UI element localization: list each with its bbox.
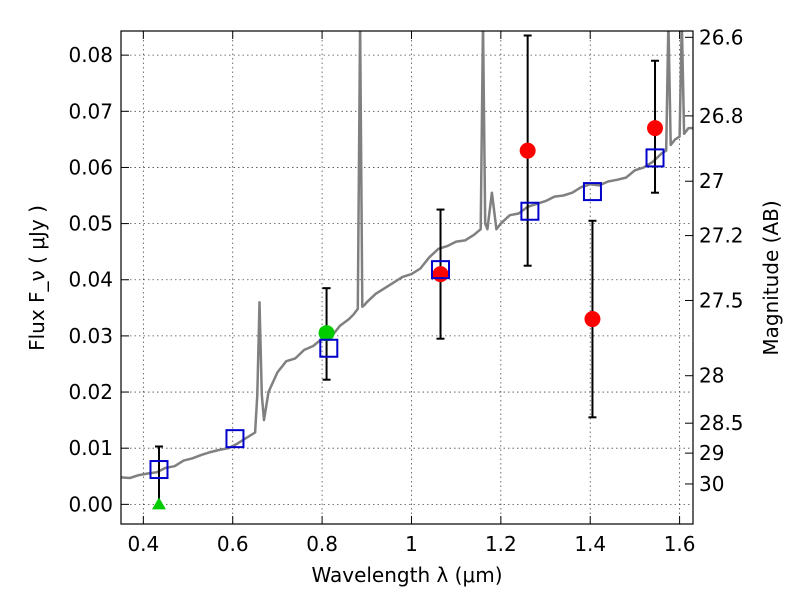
x-tick-label: 0.4 — [127, 532, 159, 556]
magnitude-tick-label: 26.6 — [699, 25, 744, 49]
plot-background — [121, 31, 693, 524]
magnitude-tick-label: 29 — [699, 441, 724, 465]
data-point — [584, 311, 601, 328]
y-tick-label: 0.02 — [68, 380, 113, 404]
magnitude-tick-label: 27 — [699, 169, 724, 193]
model-photometry-point — [431, 260, 451, 280]
data-point — [432, 266, 449, 283]
y-tick-label: 0.00 — [68, 492, 113, 516]
y-tick-label: 0.03 — [68, 324, 113, 348]
magnitude-tick-label: 27.2 — [699, 224, 744, 248]
grid — [121, 31, 693, 524]
y-tick-label: 0.01 — [68, 436, 113, 460]
x-tick-label: 1 — [405, 532, 418, 556]
markers — [149, 120, 665, 510]
magnitude-axis-label: Magnitude (AB) — [759, 200, 783, 355]
model-photometry-point — [645, 148, 665, 168]
data-point — [519, 142, 536, 159]
upper-limit-point — [151, 497, 166, 510]
y-tick-label: 0.06 — [68, 155, 113, 179]
model-photometry-point — [520, 201, 540, 221]
magnitude-tick-label: 30 — [699, 472, 724, 496]
y-tick-label: 0.08 — [68, 43, 113, 67]
data-point — [318, 325, 335, 342]
plot-frame — [120, 30, 694, 525]
magnitude-tick-label: 26.8 — [699, 104, 744, 128]
x-tick-label: 1.4 — [574, 532, 606, 556]
model-photometry-point — [225, 429, 245, 449]
x-tick-label: 0.8 — [306, 532, 338, 556]
y-tick-label: 0.04 — [68, 268, 113, 292]
x-axis-label: Wavelength λ (μm) — [311, 563, 502, 587]
magnitude-axis: 26.6 26.8 27 27.2 27.5 28 28.5 29 30 — [685, 25, 744, 496]
x-tick-label: 1.6 — [664, 532, 696, 556]
model-photometry-point — [149, 460, 169, 480]
y-axis-label: Flux F_ν ( μJy ) — [25, 205, 49, 351]
y-axis: 0.00 0.01 0.02 0.03 0.04 0.05 0.06 0.07 0.08 — [68, 43, 129, 516]
magnitude-tick-label: 28.5 — [699, 411, 744, 435]
x-tick-label: 0.6 — [217, 532, 249, 556]
model-photometry-point — [319, 338, 339, 358]
magnitude-tick-label: 27.5 — [699, 288, 744, 312]
y-tick-label: 0.07 — [68, 99, 113, 123]
x-tick-label: 1.2 — [485, 532, 517, 556]
data-point — [647, 120, 664, 137]
y-tick-label: 0.05 — [68, 212, 113, 236]
magnitude-tick-label: 28 — [699, 364, 724, 388]
model-photometry-point — [582, 182, 602, 202]
x-axis: 0.4 0.6 0.8 1 1.2 1.4 1.6 — [127, 31, 696, 556]
model-spectrum-line — [121, 31, 693, 480]
